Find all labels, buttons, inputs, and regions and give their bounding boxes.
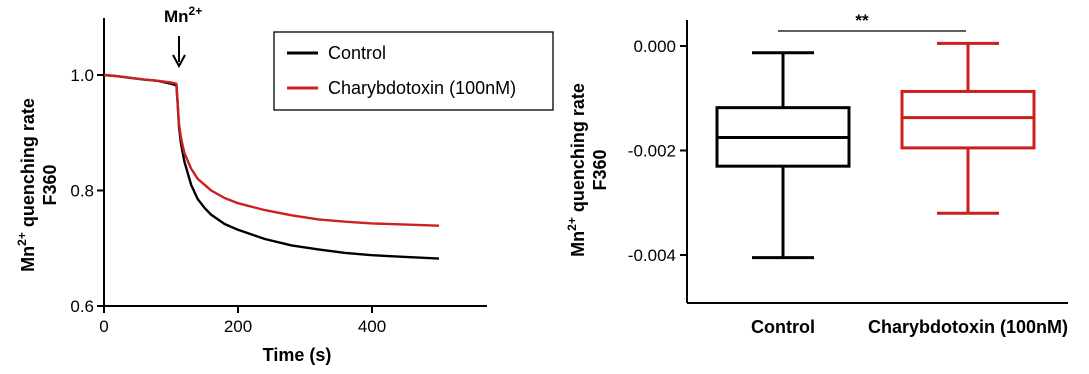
right-category-label-control: Control [751, 317, 815, 337]
right-y-tick-label: 0.000 [633, 37, 676, 56]
annotation-arrow-head [172, 54, 186, 69]
left-y-tick-label: 1.0 [70, 66, 94, 85]
annotation-sup: 2+ [189, 4, 203, 18]
mn-addition-annotation: Mn2+ [164, 4, 202, 69]
svg-text:Mn2+: Mn2+ [164, 4, 202, 26]
right-y-title-rest: quenching rate [568, 83, 588, 217]
time-course-chart: Mn2+ quenching rate F360 0 200 4000.60.81.… [15, 4, 554, 365]
left-x-tick-label: 0 [99, 317, 108, 336]
left-y-tick-label: 0.8 [70, 182, 94, 201]
left-y-axis-title: Mn2+ quenching rate [15, 98, 38, 272]
right-y-title-base: Mn [568, 231, 588, 257]
left-x-axis-title: Time (s) [263, 345, 332, 365]
left-x-tick-label: 200 [224, 317, 252, 336]
legend: Control Charybdotoxin (100nM) [273, 31, 554, 111]
box-iqr-charybdotoxin [900, 89, 1036, 150]
right-y-axis-title-line2: F360 [590, 149, 610, 190]
legend-label-control: Control [328, 43, 386, 63]
box-plot-chart: Mn2+ quenching rate F360 0.000 -0.002 -0.0… [565, 11, 1068, 337]
series-line-charybdotoxin [103, 73, 440, 227]
left-y-title-sup: 2+ [15, 232, 29, 246]
left-x-tick-label: 400 [358, 317, 386, 336]
left-y-axis-title-line2: F360 [40, 164, 60, 205]
right-y-axis-title: Mn2+ quenching rate [565, 83, 588, 257]
legend-box [273, 31, 554, 111]
legend-label-charybdotoxin: Charybdotoxin (100nM) [328, 78, 516, 98]
left-y-title-base: Mn [18, 246, 38, 272]
right-category-label-charybdotoxin: Charybdotoxin (100nM) [868, 317, 1068, 337]
annotation-base: Mn [164, 7, 189, 26]
left-y-title-rest: quenching rate [18, 98, 38, 232]
right-y-tick-label: -0.004 [628, 246, 676, 265]
significance-marker: ** [855, 11, 869, 30]
right-y-title-sup: 2+ [565, 217, 579, 231]
right-y-tick-label: -0.002 [628, 142, 676, 161]
left-y-tick-label: 0.6 [70, 297, 94, 316]
